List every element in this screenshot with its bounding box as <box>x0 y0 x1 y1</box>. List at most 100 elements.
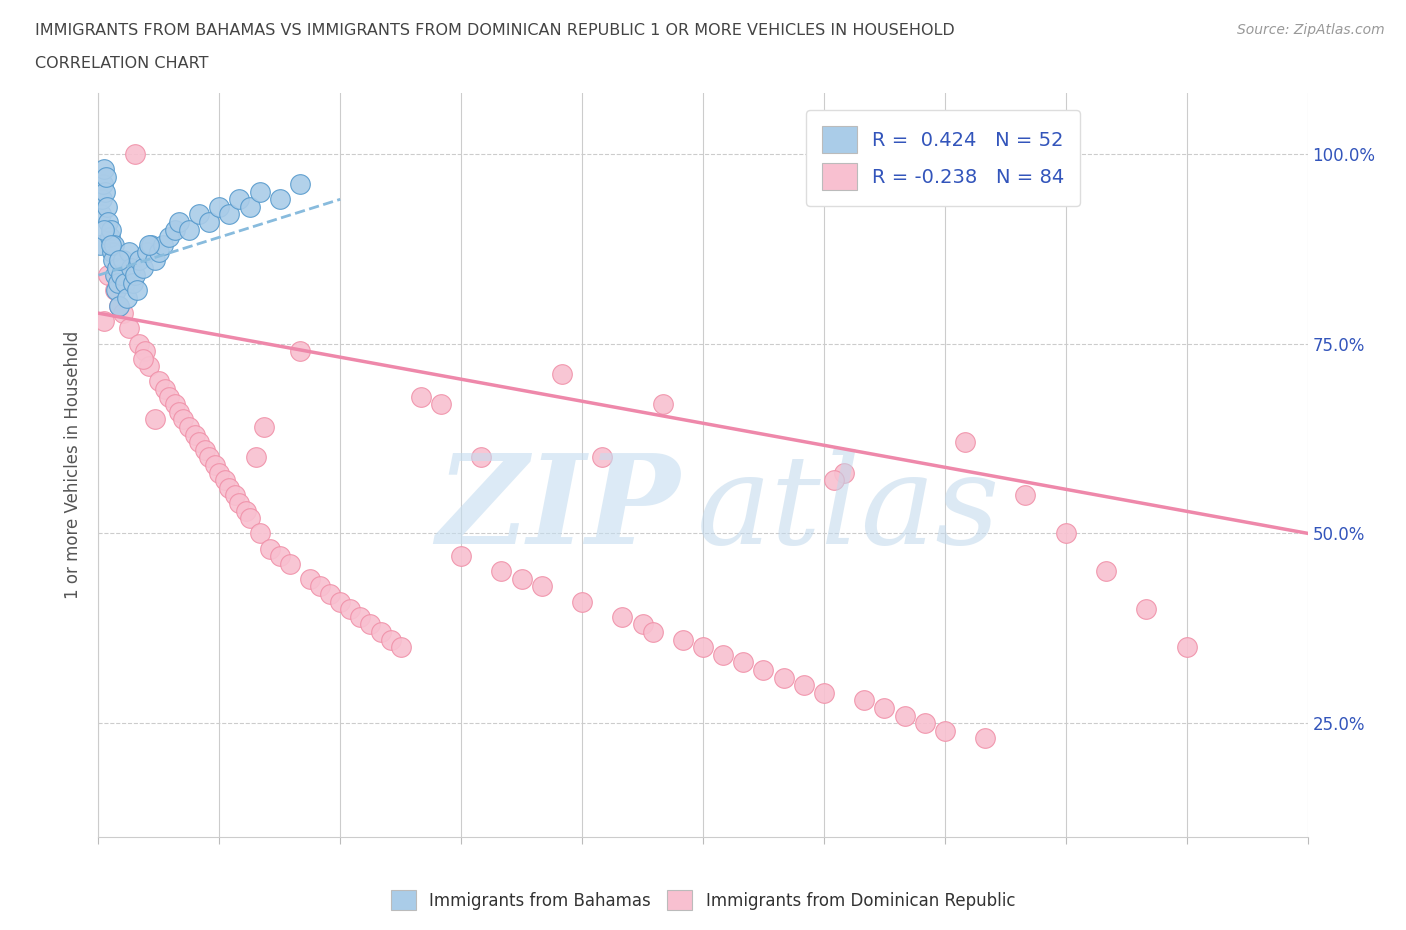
Point <box>249 525 271 540</box>
Point <box>138 359 160 374</box>
Point <box>224 488 246 503</box>
Point <box>107 253 129 268</box>
Point <box>96 169 118 184</box>
Legend: R =  0.424   N = 52, R = -0.238   N = 84: R = 0.424 N = 52, R = -0.238 N = 84 <box>806 110 1080 206</box>
Point <box>339 602 361 617</box>
Point <box>96 199 118 214</box>
Point <box>97 215 120 230</box>
Point <box>711 647 734 662</box>
Point <box>832 465 855 480</box>
Point <box>198 215 221 230</box>
Text: CORRELATION CHART: CORRELATION CHART <box>35 56 208 71</box>
Point <box>218 480 240 495</box>
Point <box>101 253 124 268</box>
Point <box>893 708 915 723</box>
Point <box>104 283 127 298</box>
Point <box>152 237 174 252</box>
Point <box>269 192 291 206</box>
Point <box>823 472 845 487</box>
Point <box>188 207 211 222</box>
Point <box>239 511 262 525</box>
Point <box>591 450 613 465</box>
Point <box>124 146 146 161</box>
Point <box>235 503 257 518</box>
Point <box>105 260 128 275</box>
Point <box>184 427 207 442</box>
Point <box>651 397 673 412</box>
Point <box>380 632 402 647</box>
Point <box>139 237 162 252</box>
Point <box>510 571 533 586</box>
Point <box>110 268 132 283</box>
Point <box>93 222 115 237</box>
Point <box>1014 488 1036 503</box>
Point <box>125 283 148 298</box>
Text: atlas: atlas <box>696 449 1000 570</box>
Point <box>107 299 129 313</box>
Point <box>128 253 150 268</box>
Point <box>349 609 371 624</box>
Point <box>118 245 141 259</box>
Point <box>134 344 156 359</box>
Point <box>153 381 176 396</box>
Point <box>188 435 211 450</box>
Point <box>121 275 143 290</box>
Point <box>132 352 155 366</box>
Point <box>813 685 835 700</box>
Point <box>94 184 117 199</box>
Point <box>491 564 513 578</box>
Point <box>873 700 896 715</box>
Point <box>111 253 134 268</box>
Point <box>672 632 695 647</box>
Point <box>953 435 976 450</box>
Point <box>93 313 115 328</box>
Point <box>259 541 281 556</box>
Point <box>172 412 194 427</box>
Point <box>100 237 122 252</box>
Point <box>97 268 120 283</box>
Point <box>389 640 412 655</box>
Point <box>118 321 141 336</box>
Point <box>194 443 217 458</box>
Point <box>450 549 472 564</box>
Point <box>143 412 166 427</box>
Point <box>249 184 271 199</box>
Point <box>128 336 150 351</box>
Point <box>1095 564 1118 578</box>
Point <box>1135 602 1157 617</box>
Point <box>103 237 125 252</box>
Point <box>793 678 815 693</box>
Point <box>470 450 492 465</box>
Point <box>571 594 593 609</box>
Text: IMMIGRANTS FROM BAHAMAS VS IMMIGRANTS FROM DOMINICAN REPUBLIC 1 OR MORE VEHICLES: IMMIGRANTS FROM BAHAMAS VS IMMIGRANTS FR… <box>35 23 955 38</box>
Point <box>157 390 180 405</box>
Point <box>114 275 136 290</box>
Point <box>100 245 122 259</box>
Point <box>409 390 432 405</box>
Point <box>120 260 142 275</box>
Point <box>103 283 125 298</box>
Point <box>103 268 125 283</box>
Point <box>641 625 664 640</box>
Point <box>115 290 138 305</box>
Point <box>530 579 553 594</box>
Point <box>299 571 322 586</box>
Point <box>111 306 134 321</box>
Point <box>370 625 392 640</box>
Point <box>1054 525 1077 540</box>
Point <box>157 230 180 245</box>
Point <box>278 556 301 571</box>
Point <box>853 693 876 708</box>
Point <box>124 268 146 283</box>
Point <box>100 222 122 237</box>
Point <box>163 222 186 237</box>
Point <box>329 594 352 609</box>
Point <box>138 237 160 252</box>
Y-axis label: 1 or more Vehicles in Household: 1 or more Vehicles in Household <box>65 331 83 599</box>
Point <box>148 245 170 259</box>
Point <box>204 458 226 472</box>
Point <box>167 215 190 230</box>
Point <box>90 207 112 222</box>
Point <box>132 260 155 275</box>
Point <box>93 177 115 192</box>
